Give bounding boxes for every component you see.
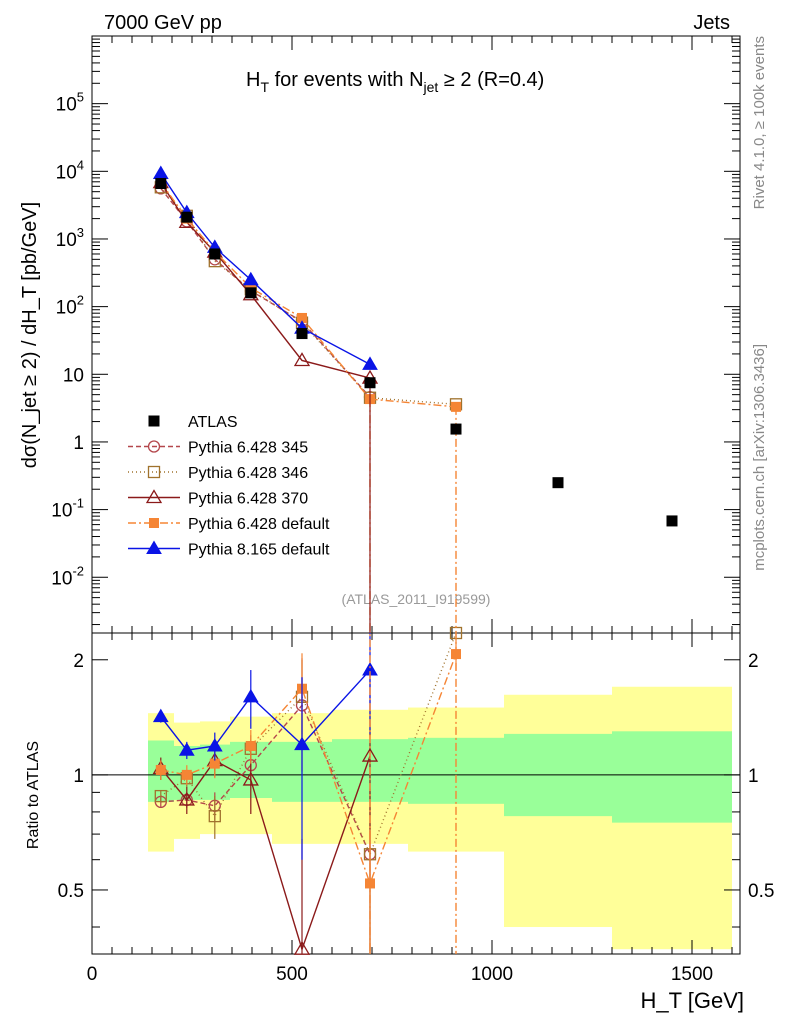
y-tick-label: 1 xyxy=(73,433,84,454)
series-point-ratio xyxy=(206,737,223,752)
atlas-point xyxy=(296,328,308,340)
atlas-point xyxy=(245,287,257,299)
series-line-main xyxy=(160,173,371,366)
legend-label: Pythia 6.428 370 xyxy=(188,491,308,508)
series-line-main xyxy=(160,181,457,408)
header-left-label: 7000 GeV pp xyxy=(104,12,222,34)
ratio-uncertainty-bands xyxy=(148,686,732,950)
side-label-top: Rivet 4.1.0, ≥ 100k events xyxy=(751,36,768,209)
series-point-main xyxy=(152,165,169,179)
y-tick-label: 103 xyxy=(56,225,84,251)
x-tick-label: 1500 xyxy=(671,964,713,985)
atlas-point xyxy=(209,248,221,260)
ratio-tick-label-right: 2 xyxy=(748,651,759,672)
series-point-ratio xyxy=(178,742,195,756)
ratio-tick-label-left: 1 xyxy=(73,766,84,787)
legend-marker xyxy=(146,540,162,554)
chart-title: HT for events with Njet ≥ 2 (R=0.4) xyxy=(246,69,544,95)
series-point-main xyxy=(242,271,259,286)
y-tick-label: 10-1 xyxy=(51,496,84,522)
legend-marker xyxy=(145,489,163,504)
series-point-ratio xyxy=(154,789,167,803)
y-axis-label: dσ(N_jet ≥ 2) / dH_T [pb/GeV] xyxy=(19,202,41,468)
ratio-tick-label-right: 1 xyxy=(748,766,759,787)
x-tick-label: 0 xyxy=(87,964,98,985)
atlas-point xyxy=(181,211,193,223)
legend: ATLAS Pythia 6.428 345 Pythia 6.428 346 Pyt… xyxy=(128,414,330,559)
series-point-ratio xyxy=(178,791,195,806)
atlas-point xyxy=(666,515,678,527)
series-point-ratio xyxy=(155,764,166,775)
legend-label: Pythia 6.428 346 xyxy=(188,465,308,482)
x-axis-label: H_T [GeV] xyxy=(640,988,744,1013)
series-point-ratio xyxy=(242,771,259,786)
ratio-frame xyxy=(91,632,741,955)
side-label-bottom: mcplots.cern.ch [arXiv:1306.3436] xyxy=(751,344,768,571)
series-point-main xyxy=(293,352,311,367)
series-point-ratio xyxy=(245,740,256,751)
ratio-tick-label-left: 2 xyxy=(73,651,84,672)
legend-marker xyxy=(148,415,160,427)
legend-label: Pythia 6.428 default xyxy=(188,516,330,533)
series-point-ratio xyxy=(208,809,221,823)
ratio-tick-label-right: 0.5 xyxy=(748,881,774,902)
legend-marker xyxy=(149,518,159,528)
x-tick-label: 500 xyxy=(276,964,308,985)
y-tick-label: 10-2 xyxy=(51,563,84,589)
series-point-ratio xyxy=(242,688,259,703)
series-point-ratio xyxy=(181,769,192,780)
atlas-point xyxy=(552,477,564,489)
atlas-data xyxy=(155,178,678,527)
atlas-point xyxy=(155,178,167,190)
atlas-point xyxy=(450,423,462,435)
series-point-ratio xyxy=(294,736,310,751)
series-line-ratio xyxy=(160,755,371,952)
x-tick-label: 1000 xyxy=(471,964,513,985)
y-tick-label: 102 xyxy=(56,293,84,319)
series-point-ratio xyxy=(361,747,379,762)
legend-marker xyxy=(147,465,161,479)
legend-label: Pythia 6.428 345 xyxy=(188,440,308,457)
ratio-y-axis-label: Ratio to ATLAS xyxy=(25,741,42,849)
analysis-id: (ATLAS_2011_I919599) xyxy=(342,591,491,607)
series-point-ratio xyxy=(152,708,169,723)
y-tick-label: 10 xyxy=(63,365,84,386)
series-line-main xyxy=(160,186,457,406)
series-line-ratio xyxy=(160,704,371,855)
y-tick-label: 104 xyxy=(56,157,84,183)
atlas-point xyxy=(364,377,376,389)
series-layer xyxy=(152,165,678,955)
band-inner-8 xyxy=(612,731,732,823)
header-right-label: Jets xyxy=(693,12,730,34)
series-point-ratio xyxy=(293,940,311,955)
series-line-ratio xyxy=(160,669,371,751)
series-point-main xyxy=(362,356,378,370)
legend-marker xyxy=(147,440,161,453)
legend-label: ATLAS xyxy=(188,414,238,431)
legend-label: Pythia 8.165 default xyxy=(188,542,330,559)
y-tick-label: 105 xyxy=(56,90,84,116)
axes: 0 500 1000 1500 10-2 10-1 1 10 102 103 104 105 0.5 0.… xyxy=(51,35,774,985)
ratio-tick-label-left: 0.5 xyxy=(58,881,84,902)
